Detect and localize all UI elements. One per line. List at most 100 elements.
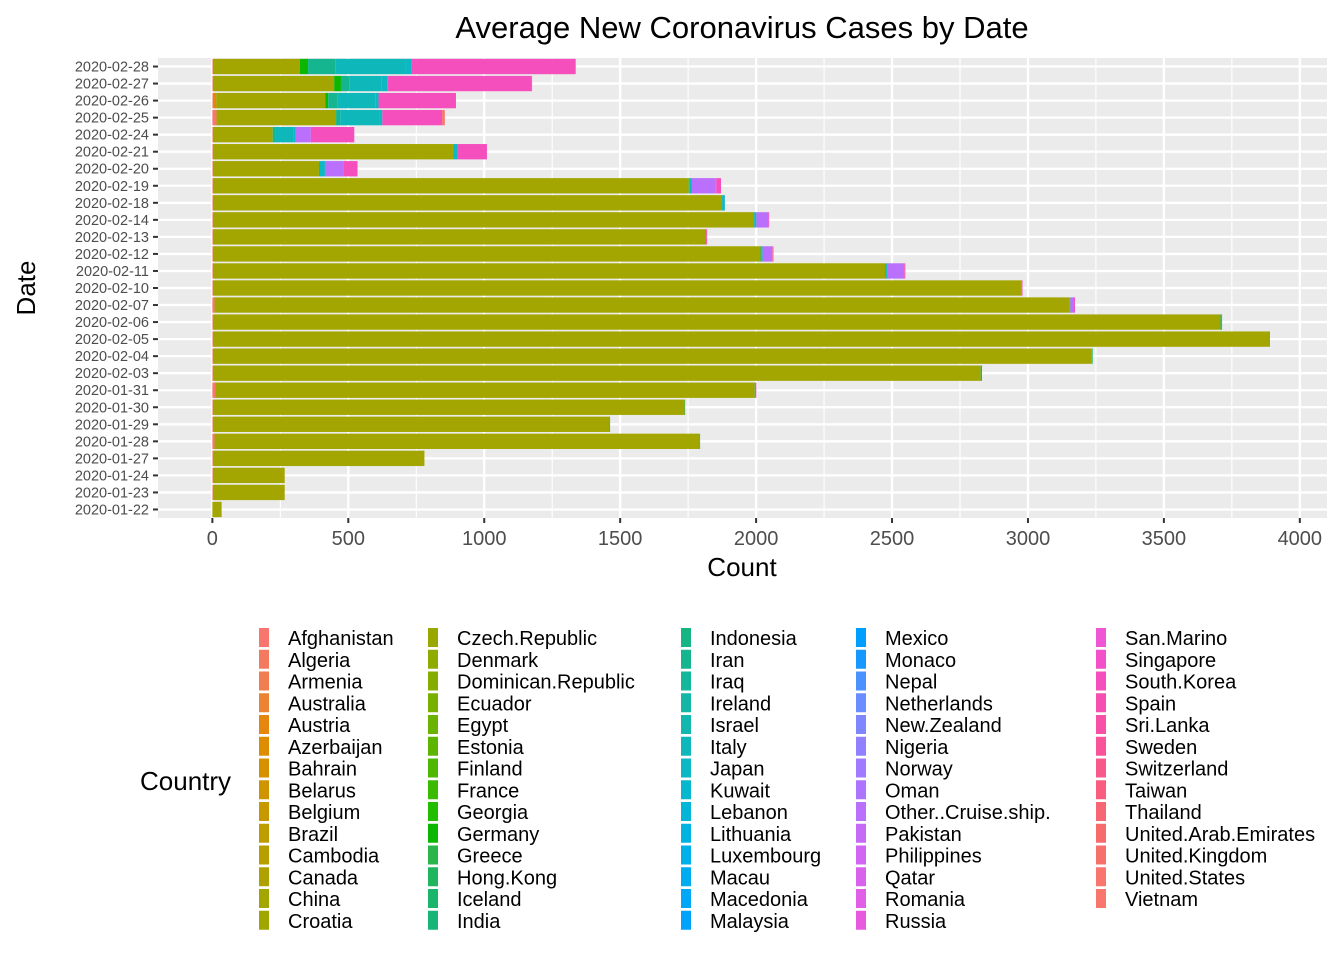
bar-segment-other-cruise-ship- — [1070, 297, 1074, 313]
x-axis-title: Count — [707, 552, 777, 582]
legend-label: Austria — [288, 715, 351, 737]
legend-label: Lithuania — [710, 824, 792, 846]
bar-segment-china — [212, 178, 689, 194]
bar-segment-china — [214, 297, 1070, 313]
bar-segment-italy — [275, 127, 294, 143]
legend-label: Qatar — [885, 867, 935, 889]
legend-label: Hong.Kong — [457, 867, 557, 889]
legend-swatch — [1096, 889, 1106, 908]
legend-label: Sweden — [1125, 737, 1197, 759]
legend-swatch — [856, 823, 866, 843]
legend-label: Taiwan — [1125, 780, 1187, 802]
legend-swatch — [681, 758, 691, 778]
legend-swatch — [1096, 628, 1106, 647]
legend-swatch — [1096, 758, 1106, 778]
legend-swatch — [856, 758, 866, 778]
bars — [212, 58, 1270, 518]
bar-segment-afghanistan — [212, 144, 213, 160]
y-tick-label: 2020-02-14 — [75, 213, 149, 229]
bar-segment-afghanistan — [212, 399, 213, 415]
legend-swatch — [856, 736, 866, 756]
x-tick-label: 1000 — [462, 528, 507, 550]
legend-label: Pakistan — [885, 824, 962, 846]
y-tick-label: 2020-02-13 — [75, 230, 149, 246]
legend-swatch — [856, 802, 866, 821]
bar-segment-other-cruise-ship- — [295, 127, 311, 143]
bar-segment-hong-kong — [699, 433, 701, 449]
bar-segment-china — [212, 467, 285, 484]
legend-label: Germany — [457, 824, 539, 846]
legend-label: Kuwait — [710, 780, 770, 802]
bar-segment-thailand — [706, 229, 708, 245]
bar-segment-hong-kong — [609, 416, 611, 432]
bar-segment-japan — [761, 246, 763, 262]
legend-label: Azerbaijan — [288, 737, 383, 759]
bar-segment-south-korea — [411, 58, 575, 75]
bar-segment-afghanistan — [212, 229, 213, 245]
legend-label: Finland — [457, 759, 523, 781]
bar-segment-china — [212, 263, 886, 279]
legend-label: Iraq — [710, 672, 744, 694]
y-tick-label: 2020-02-25 — [75, 111, 149, 127]
legend-swatch — [856, 867, 866, 887]
legend-label: Nigeria — [885, 737, 949, 759]
legend-swatch — [259, 736, 269, 756]
bar-segment-china — [212, 195, 722, 211]
bar-segment-singapore — [1021, 280, 1023, 296]
bar-segment-singapore — [715, 178, 717, 194]
legend-label: Iceland — [457, 889, 522, 911]
bar-segment-south-korea — [387, 75, 532, 92]
legend-label: Nepal — [885, 672, 937, 694]
legend-swatch — [428, 693, 438, 713]
legend-swatch — [1096, 736, 1106, 756]
bar-segment-japan — [405, 58, 412, 75]
legend-label: Iran — [710, 650, 744, 672]
legend-label: Estonia — [457, 737, 525, 759]
legend-swatch — [1096, 715, 1106, 734]
legend-swatch — [681, 715, 691, 734]
bar-segment-afghanistan — [212, 109, 217, 126]
y-tick-label: 2020-02-21 — [75, 145, 149, 161]
legend-label: Ireland — [710, 693, 771, 715]
bar-segment-afghanistan — [212, 75, 213, 92]
bar-segment-hong-kong — [688, 178, 690, 194]
bar-segment-italy — [340, 109, 380, 126]
legend-swatch — [259, 693, 269, 713]
bar-segment-south-korea — [310, 127, 355, 143]
y-tick-label: 2020-02-07 — [75, 298, 149, 314]
legend-label: United.Kingdom — [1125, 846, 1267, 868]
legend-label: Dominican.Republic — [457, 672, 635, 694]
legend-label: New.Zealand — [885, 715, 1002, 737]
legend-swatch — [259, 845, 269, 865]
legend-label: Denmark — [457, 650, 539, 672]
legend-swatch — [681, 802, 691, 821]
legend-swatch — [428, 845, 438, 865]
legend-swatch — [1096, 802, 1106, 821]
bar-segment-china — [212, 144, 453, 160]
legend-swatch — [428, 910, 438, 930]
x-tick-label: 2500 — [870, 528, 915, 550]
bar-segment-china — [212, 416, 610, 432]
legend-label: Thailand — [1125, 802, 1202, 824]
bar-segment-south-korea — [716, 178, 722, 194]
legend-swatch — [259, 671, 269, 691]
legend-label: South.Korea — [1125, 672, 1237, 694]
y-tick-label: 2020-02-12 — [75, 247, 149, 263]
legend-label: France — [457, 780, 519, 802]
bar-segment-china — [212, 365, 981, 381]
legend-swatch — [259, 780, 269, 800]
x-tick-label: 2000 — [734, 528, 779, 550]
bar-segment-italy — [337, 92, 376, 109]
bar-segment-afghanistan — [212, 348, 213, 364]
bar-segment-afghanistan — [212, 195, 213, 211]
legend-swatch — [681, 845, 691, 865]
x-tick-label: 3000 — [1006, 528, 1051, 550]
legend-swatch — [428, 649, 438, 669]
bar-segment-singapore — [705, 229, 707, 245]
bar-segment-hong-kong — [885, 263, 887, 279]
legend-swatch — [681, 867, 691, 887]
legend-swatch — [1096, 845, 1106, 865]
legend-label: Ecuador — [457, 693, 532, 715]
bar-segment-afghanistan — [212, 246, 213, 262]
